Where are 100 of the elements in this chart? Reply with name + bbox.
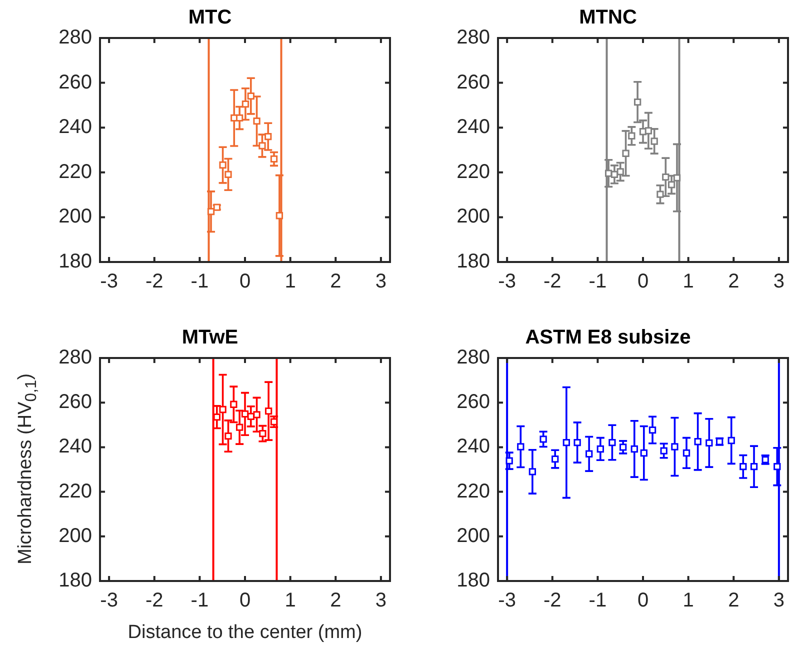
x-tick-label: -1 bbox=[588, 590, 607, 612]
x-tick-label: -1 bbox=[588, 270, 607, 293]
point bbox=[574, 438, 581, 446]
point bbox=[517, 443, 524, 450]
point bbox=[634, 98, 642, 106]
point bbox=[258, 142, 266, 150]
x-tick-label: 0 bbox=[239, 270, 251, 293]
point bbox=[264, 132, 272, 140]
point bbox=[270, 155, 278, 163]
y-tick-label: 240 bbox=[456, 436, 490, 458]
y-tick-label: 260 bbox=[58, 391, 92, 414]
point bbox=[662, 174, 670, 181]
point bbox=[740, 463, 747, 470]
point bbox=[276, 212, 284, 220]
point bbox=[660, 447, 668, 454]
y-tick-label: 280 bbox=[456, 26, 490, 49]
y-tick-label: 280 bbox=[58, 346, 92, 369]
point bbox=[230, 400, 238, 408]
point bbox=[586, 450, 593, 458]
y-tick-label: 260 bbox=[58, 71, 92, 94]
chart-title: MTwE bbox=[182, 326, 238, 349]
point bbox=[552, 455, 559, 463]
x-tick-label: -1 bbox=[190, 270, 209, 293]
x-tick-label: 0 bbox=[637, 590, 649, 612]
point bbox=[622, 150, 630, 157]
x-tick-label: -3 bbox=[100, 270, 118, 293]
x-tick-label: 2 bbox=[728, 590, 740, 612]
x-tick-label: 1 bbox=[682, 270, 694, 293]
point bbox=[774, 463, 781, 470]
y-tick-label: 200 bbox=[58, 524, 92, 547]
point bbox=[224, 432, 232, 440]
x-tick-label: 0 bbox=[239, 590, 251, 612]
point bbox=[253, 411, 260, 418]
x-tick-label: 3 bbox=[773, 590, 784, 612]
y-tick-label: 220 bbox=[456, 160, 490, 183]
point bbox=[671, 443, 678, 450]
y-tick-label: 220 bbox=[58, 480, 92, 502]
chart-title: MTNC bbox=[579, 6, 637, 29]
y-tick-label: 240 bbox=[456, 116, 490, 138]
x-tick-label: 1 bbox=[682, 590, 694, 612]
point bbox=[610, 170, 618, 178]
point bbox=[616, 168, 624, 176]
point bbox=[540, 436, 547, 443]
point bbox=[506, 457, 513, 464]
y-tick-label: 200 bbox=[456, 206, 490, 228]
point bbox=[264, 407, 272, 415]
x-tick-label: 1 bbox=[284, 270, 296, 293]
point bbox=[236, 114, 244, 122]
point bbox=[236, 424, 244, 431]
point bbox=[604, 170, 612, 177]
x-tick-label: -3 bbox=[498, 590, 516, 612]
point bbox=[219, 406, 226, 414]
x-tick-label: 2 bbox=[728, 270, 740, 293]
point bbox=[668, 181, 676, 188]
point bbox=[242, 100, 250, 108]
x-tick-label: -2 bbox=[145, 270, 164, 293]
chart-title: MTC bbox=[188, 6, 232, 29]
y-tick-label: 200 bbox=[58, 206, 92, 228]
y-tick-label: 180 bbox=[456, 250, 490, 273]
y-tick-label: 280 bbox=[456, 346, 490, 369]
x-tick-label: -3 bbox=[100, 590, 118, 612]
point bbox=[706, 439, 713, 447]
y-tick-label: 240 bbox=[58, 116, 92, 138]
chart-title: ASTM E8 subsize bbox=[525, 326, 691, 349]
y-tick-label: 200 bbox=[456, 524, 490, 547]
y-tick-label: 180 bbox=[58, 570, 92, 592]
x-tick-label: 2 bbox=[330, 590, 342, 612]
y-tick-label: 220 bbox=[456, 480, 490, 502]
x-tick-label: -2 bbox=[145, 590, 164, 612]
point bbox=[207, 208, 215, 216]
point bbox=[259, 430, 266, 438]
point bbox=[628, 132, 636, 140]
point bbox=[644, 127, 652, 134]
point bbox=[241, 410, 249, 418]
point bbox=[562, 438, 570, 446]
x-axis-title: Distance to the center (mm) bbox=[128, 622, 362, 643]
point bbox=[596, 445, 604, 453]
y-tick-label: 180 bbox=[58, 250, 92, 273]
x-tick-label: -2 bbox=[543, 590, 562, 612]
point bbox=[247, 92, 254, 100]
point bbox=[656, 190, 664, 198]
point bbox=[750, 463, 758, 470]
point bbox=[253, 118, 260, 125]
y-tick-label: 260 bbox=[456, 71, 490, 94]
point bbox=[728, 436, 735, 444]
point bbox=[213, 414, 220, 421]
y-tick-label: 260 bbox=[456, 391, 490, 414]
point bbox=[640, 449, 648, 457]
point bbox=[673, 174, 681, 182]
x-tick-label: 0 bbox=[637, 270, 649, 293]
point bbox=[694, 438, 702, 446]
y-tick-label: 220 bbox=[58, 160, 92, 183]
point bbox=[528, 468, 536, 476]
point bbox=[650, 138, 658, 145]
y-tick-label: 240 bbox=[58, 436, 92, 458]
point bbox=[224, 170, 232, 178]
x-tick-label: 1 bbox=[284, 590, 296, 612]
point bbox=[682, 449, 690, 457]
point bbox=[630, 445, 638, 453]
x-tick-label: -1 bbox=[190, 590, 209, 612]
